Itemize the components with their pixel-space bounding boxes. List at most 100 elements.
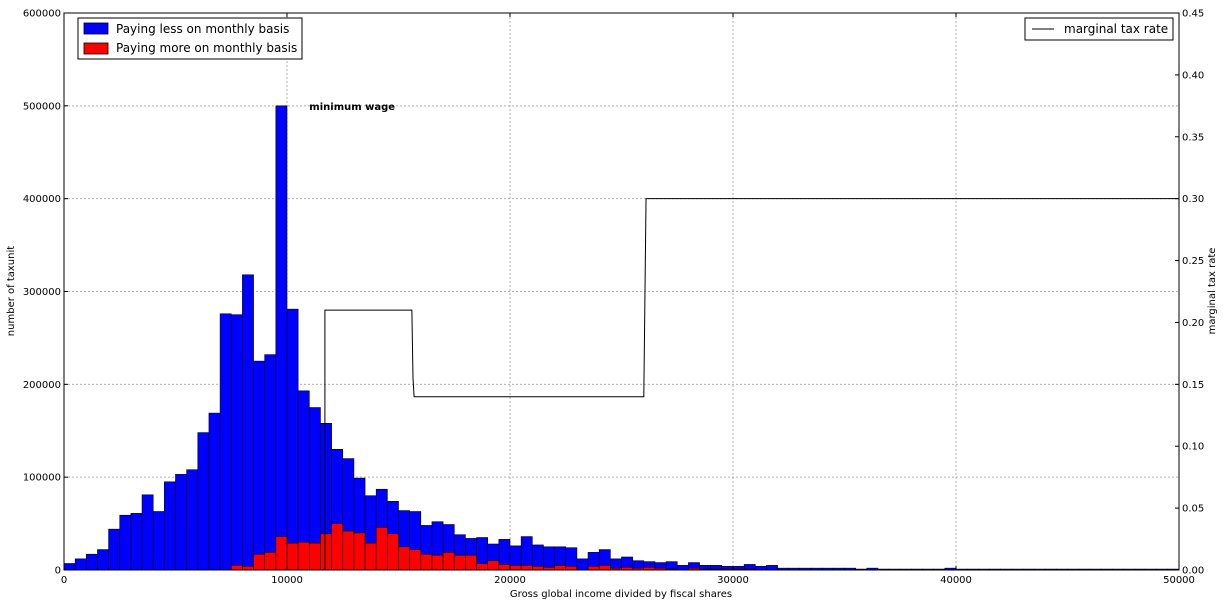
y-tick-label: 100000 — [23, 473, 61, 484]
y-axis-label: number of taxunit — [6, 246, 17, 336]
bar — [253, 553, 266, 571]
bar — [230, 565, 243, 571]
bar — [453, 554, 466, 571]
bar — [308, 542, 321, 571]
x-tick-label: 10000 — [271, 575, 303, 586]
bar — [543, 546, 555, 571]
bar — [320, 533, 332, 571]
bar — [97, 549, 109, 571]
bar — [676, 565, 689, 571]
annotations: minimum wage — [309, 102, 395, 113]
bar — [164, 481, 176, 571]
bar — [554, 565, 567, 571]
bar — [442, 552, 455, 571]
x-tick-labels: 0 10000 20000 30000 40000 50000 — [61, 575, 1195, 586]
bar — [476, 563, 488, 571]
y2-tick-label: 0.15 — [1182, 380, 1204, 391]
bar — [186, 469, 199, 571]
bar — [264, 552, 277, 571]
annotation-minimum-wage: minimum wage — [309, 102, 395, 113]
bar — [242, 565, 254, 571]
y-tick-labels: 0 100000 200000 300000 400000 500000 600000 — [23, 9, 61, 577]
bar — [420, 553, 433, 571]
y2-tick-label: 0.05 — [1182, 504, 1204, 515]
bar — [766, 565, 778, 571]
legend-label-marginal-tax-rate: marginal tax rate — [1064, 22, 1168, 36]
bar — [242, 274, 254, 571]
bar — [353, 532, 366, 571]
bar — [152, 511, 165, 571]
bar — [130, 513, 143, 571]
legend-label-paying-more: Paying more on monthly basis — [116, 41, 297, 55]
bar — [465, 554, 477, 571]
y2-axis-label: marginal tax rate — [1207, 248, 1218, 335]
legend-label-paying-less: Paying less on monthly basis — [116, 22, 289, 36]
y-tick-label: 200000 — [23, 380, 61, 391]
bar — [208, 412, 221, 571]
bar — [520, 536, 533, 571]
bar — [197, 432, 210, 571]
bar — [275, 536, 288, 571]
bar — [498, 564, 511, 571]
bar — [331, 523, 344, 571]
bar — [74, 558, 87, 571]
legend-left-frame — [77, 17, 303, 60]
y-tick-label: 500000 — [23, 101, 61, 112]
bar — [565, 565, 578, 571]
bar — [286, 308, 299, 571]
y2-tick-label: 0.00 — [1182, 566, 1204, 577]
bar — [342, 530, 355, 571]
bar — [253, 360, 266, 571]
x-axis-label: Gross global income divided by fiscal sh… — [510, 589, 732, 600]
y-tick-label: 300000 — [23, 287, 61, 298]
bar — [375, 526, 388, 571]
legend-left: Paying less on monthly basis Paying more… — [77, 17, 303, 60]
bar — [431, 554, 444, 571]
y2-tick-labels: 0.00 0.05 0.10 0.15 0.20 0.25 0.30 0.35 0.40 0.45 — [1182, 9, 1204, 577]
bar — [86, 553, 98, 571]
bar — [520, 565, 533, 571]
x-tick-label: 0 — [61, 575, 67, 586]
bar — [63, 563, 76, 571]
bar — [141, 494, 154, 571]
bars-series-paying-more — [230, 523, 756, 571]
bar — [487, 560, 500, 571]
bar — [398, 546, 410, 571]
x-tick-label: 50000 — [1163, 575, 1195, 586]
bar — [219, 313, 232, 571]
y2-tick-label: 0.20 — [1182, 318, 1204, 329]
bar — [119, 514, 132, 571]
bar — [409, 549, 422, 571]
bar — [364, 542, 377, 571]
bar — [275, 105, 288, 571]
legend-swatch-paying-less — [83, 22, 109, 35]
bar — [587, 565, 600, 571]
y2-tick-label: 0.10 — [1182, 442, 1204, 453]
y2-tick-label: 0.25 — [1182, 256, 1204, 267]
y2-tick-label: 0.40 — [1182, 70, 1204, 81]
x-tick-label: 40000 — [940, 575, 972, 586]
bar — [509, 565, 522, 571]
bar — [387, 533, 399, 571]
bar — [531, 565, 544, 571]
y2-tick-label: 0.45 — [1182, 9, 1204, 20]
y-tick-label: 600000 — [23, 9, 61, 20]
bars-series-paying-less — [63, 105, 1180, 571]
bar — [175, 474, 187, 571]
legend-right: marginal tax rate — [1024, 17, 1174, 41]
legend-swatch-paying-more — [83, 42, 109, 55]
bar — [230, 314, 243, 571]
x-tick-label: 30000 — [717, 575, 749, 586]
bar — [598, 565, 611, 571]
marginal-tax-rate-line — [324, 198, 1179, 570]
bar — [286, 542, 299, 571]
bar — [264, 354, 277, 571]
bar — [665, 561, 678, 571]
legend-right-frame — [1024, 17, 1174, 41]
bar — [108, 528, 121, 571]
axis-ticks — [63, 12, 1180, 571]
y-tick-label: 0 — [55, 566, 61, 577]
y-tick-label: 400000 — [23, 194, 61, 205]
marginal-tax-rate-line-group — [324, 198, 1179, 570]
